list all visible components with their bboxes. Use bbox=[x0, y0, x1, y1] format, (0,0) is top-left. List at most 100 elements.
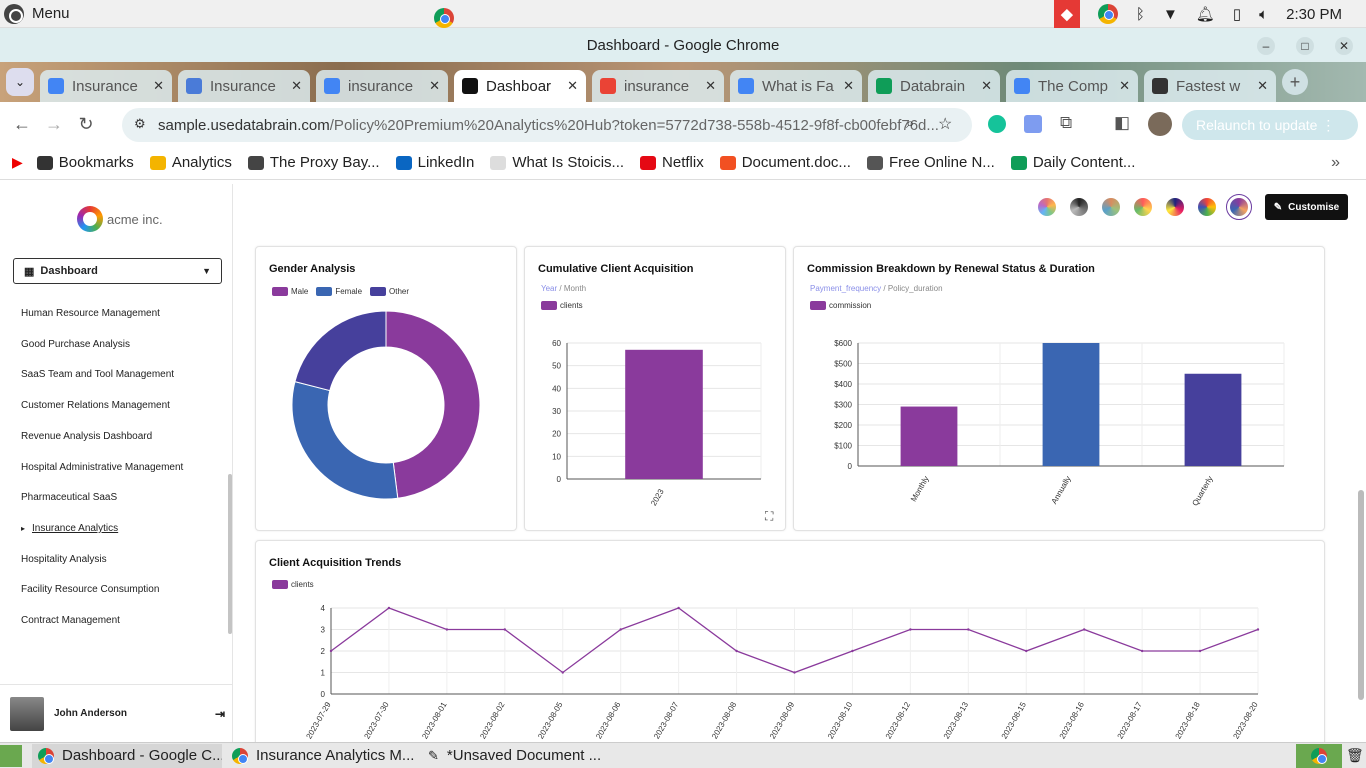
data-point[interactable] bbox=[619, 628, 622, 631]
drill-level-active[interactable]: Payment_frequency bbox=[810, 284, 882, 293]
data-point[interactable] bbox=[793, 671, 796, 674]
tab-7[interactable]: Databrain ✕ bbox=[868, 70, 1000, 102]
wifi-icon[interactable]: ▼ bbox=[1162, 5, 1178, 23]
volume-icon[interactable]: 🔈︎ bbox=[1259, 5, 1269, 23]
chrome-tray-icon[interactable] bbox=[1097, 4, 1118, 24]
bookmark-star-icon[interactable]: ☆ bbox=[938, 116, 953, 133]
data-point[interactable] bbox=[851, 649, 854, 653]
grammarly-icon[interactable] bbox=[988, 115, 1006, 133]
theme-2-icon[interactable] bbox=[1070, 198, 1088, 216]
relaunch-button[interactable]: Relaunch to update ⋮ bbox=[1182, 110, 1358, 140]
drill-level-active[interactable]: Year bbox=[541, 284, 558, 293]
chrome-launcher-icon[interactable] bbox=[433, 7, 454, 28]
theme-5-icon[interactable] bbox=[1166, 198, 1184, 216]
sidebar-scrollbar[interactable] bbox=[228, 474, 232, 634]
show-desktop-icon[interactable] bbox=[0, 744, 22, 767]
anydesk-icon[interactable]: ◆ bbox=[1053, 0, 1080, 28]
close-icon[interactable]: ✕ bbox=[1335, 37, 1353, 55]
data-point[interactable] bbox=[561, 671, 564, 674]
youtube-icon[interactable]: ▶ bbox=[12, 154, 23, 170]
bar-2023[interactable] bbox=[625, 349, 703, 479]
bookmark-6[interactable]: Netflix bbox=[640, 154, 704, 171]
sidebar-item-facility-resource-consumption[interactable]: Facility Resource Consumption bbox=[21, 584, 160, 596]
data-point[interactable] bbox=[1025, 649, 1028, 653]
drill-breadcrumb[interactable]: Year / Month bbox=[541, 284, 586, 293]
tab-5[interactable]: insurance ✕ bbox=[592, 70, 724, 102]
maximize-icon[interactable]: □ bbox=[1296, 37, 1314, 55]
tab-close-icon[interactable]: ✕ bbox=[705, 78, 716, 93]
tab-close-icon[interactable]: ✕ bbox=[1119, 78, 1130, 93]
reload-icon[interactable]: ↻ bbox=[78, 113, 94, 134]
sidebar-item-insurance-analytics[interactable]: Insurance Analytics bbox=[32, 522, 119, 534]
search-icon[interactable]: ⌕ bbox=[906, 115, 915, 132]
theme-7-icon[interactable] bbox=[1226, 194, 1252, 220]
bar-monthly[interactable] bbox=[900, 406, 958, 466]
expand-arrow-icon[interactable]: ▸ bbox=[21, 523, 26, 533]
legend-item-female[interactable]: Female bbox=[316, 287, 362, 297]
tab-8[interactable]: The Comp ✕ bbox=[1006, 70, 1138, 102]
tab-close-icon[interactable]: ✕ bbox=[843, 78, 854, 93]
legend-item-male[interactable]: Male bbox=[272, 287, 308, 297]
tab-close-icon[interactable]: ✕ bbox=[567, 78, 578, 93]
side-panel-icon[interactable]: ◧ bbox=[1114, 113, 1131, 132]
sidebar-item-saas-team-and-tool-management[interactable]: SaaS Team and Tool Management bbox=[21, 369, 175, 381]
taskbar-item-2[interactable]: Insurance Analytics M... bbox=[232, 744, 418, 768]
data-point[interactable] bbox=[445, 628, 449, 631]
tab-close-icon[interactable]: ✕ bbox=[981, 78, 992, 93]
sidebar-item-hospital-administrative-management[interactable]: Hospital Administrative Management bbox=[21, 461, 184, 473]
donut-slice-other[interactable] bbox=[294, 310, 387, 392]
data-point[interactable] bbox=[677, 606, 680, 610]
data-point[interactable] bbox=[1140, 649, 1144, 653]
address-bar[interactable]: ⚙ sample.usedatabrain.com/Policy%20Premi… bbox=[122, 108, 972, 142]
bookmark-8[interactable]: Free Online N... bbox=[866, 154, 995, 171]
drill-level-rest[interactable]: / Month bbox=[559, 284, 587, 293]
data-point[interactable] bbox=[1198, 649, 1202, 653]
sidebar-item-pharmaceutical-saas[interactable]: Pharmaceutical SaaS bbox=[21, 492, 118, 504]
sidebar-item-human-resource-management[interactable]: Human Resource Management bbox=[21, 308, 160, 319]
bookmark-3[interactable]: The Proxy Bay... bbox=[247, 154, 380, 171]
data-point[interactable] bbox=[1256, 628, 1260, 631]
tab-3[interactable]: insurance ✕ bbox=[316, 70, 448, 102]
more-bookmarks-icon[interactable]: » bbox=[1331, 153, 1340, 171]
sidebar-item-customer-relations-management[interactable]: Customer Relations Management bbox=[21, 400, 170, 412]
bar-quarterly[interactable] bbox=[1184, 373, 1242, 466]
data-point[interactable] bbox=[329, 649, 333, 653]
bar-annually[interactable] bbox=[1042, 343, 1100, 466]
expand-icon[interactable]: ⛶ bbox=[765, 509, 774, 523]
page-scrollbar[interactable] bbox=[1358, 490, 1364, 700]
trash-icon[interactable]: 🗑︎ bbox=[1346, 747, 1364, 763]
theme-4-icon[interactable] bbox=[1134, 198, 1152, 216]
sidebar-item-good-purchase-analysis[interactable]: Good Purchase Analysis bbox=[21, 338, 130, 350]
data-point[interactable] bbox=[735, 649, 738, 653]
bookmark-5[interactable]: What Is Stoicis... bbox=[490, 154, 624, 171]
tab-1[interactable]: Insurance ✕ bbox=[40, 70, 172, 102]
forward-icon[interactable]: → bbox=[45, 113, 63, 134]
tab-6[interactable]: What is Fa ✕ bbox=[730, 70, 862, 102]
data-point[interactable] bbox=[503, 628, 507, 631]
bookmark-4[interactable]: LinkedIn bbox=[395, 154, 474, 171]
data-point[interactable] bbox=[387, 606, 391, 610]
drill-breadcrumb[interactable]: Payment_frequency / Policy_duration bbox=[810, 284, 943, 293]
workspace-switcher[interactable] bbox=[1296, 743, 1342, 768]
data-point[interactable] bbox=[909, 628, 912, 631]
new-tab-button[interactable]: + bbox=[1282, 69, 1308, 95]
dashboard-select[interactable]: ▦ Dashboard ▼ bbox=[13, 258, 222, 284]
tab-9[interactable]: Fastest w ✕ bbox=[1144, 70, 1276, 102]
logout-icon[interactable]: ⇥ bbox=[214, 706, 225, 721]
data-point[interactable] bbox=[1082, 628, 1086, 631]
donut-slice-male[interactable] bbox=[385, 310, 481, 499]
extensions-puzzle-icon[interactable]: ⧉ bbox=[1060, 113, 1073, 132]
theme-6-icon[interactable] bbox=[1198, 198, 1216, 216]
tab-2[interactable]: Insurance ✕ bbox=[178, 70, 310, 102]
bookmark-1[interactable]: Bookmarks bbox=[36, 154, 134, 171]
notification-icon[interactable]: 🔔︎ bbox=[1195, 6, 1215, 23]
sidebar-item-hospitality-analysis[interactable]: Hospitality Analysis bbox=[21, 553, 107, 565]
tab-close-icon[interactable]: ✕ bbox=[1257, 78, 1268, 93]
tab-4[interactable]: Dashboar ✕ bbox=[454, 70, 586, 102]
clock[interactable]: 2:30 PM bbox=[1286, 5, 1342, 23]
donut-slice-female[interactable] bbox=[291, 381, 399, 500]
profile-avatar[interactable] bbox=[1148, 112, 1172, 136]
os-menu-button[interactable]: Menu bbox=[0, 3, 70, 24]
theme-3-icon[interactable] bbox=[1102, 198, 1120, 216]
battery-icon[interactable]: ▯ bbox=[1232, 6, 1242, 23]
